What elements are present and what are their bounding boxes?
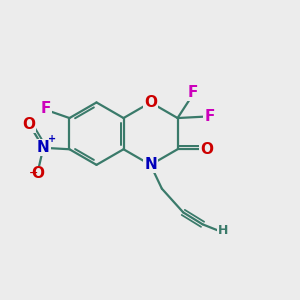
Text: O: O [200,142,213,157]
Text: F: F [188,85,198,100]
Text: O: O [32,167,44,182]
Text: N: N [144,158,157,172]
Text: O: O [144,95,157,110]
Text: F: F [204,109,214,124]
Text: H: H [218,224,228,237]
Text: O: O [22,117,36,132]
Text: F: F [41,101,51,116]
Text: −: − [28,168,38,178]
Text: N: N [37,140,50,155]
Text: +: + [48,134,56,144]
